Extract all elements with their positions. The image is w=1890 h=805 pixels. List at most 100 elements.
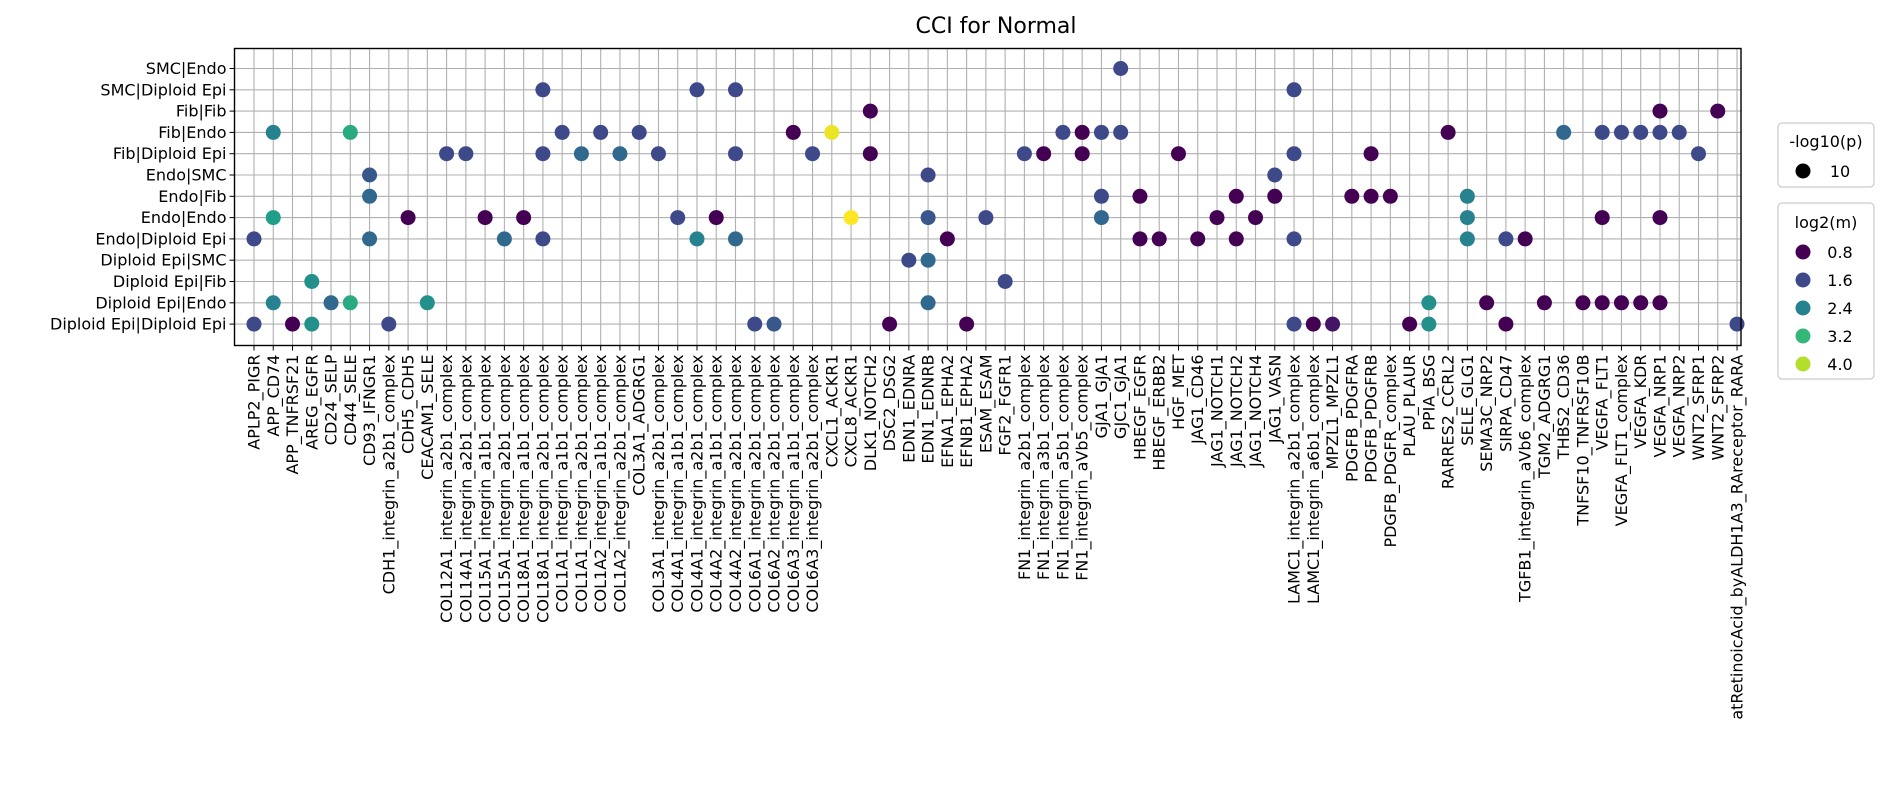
data-point [342, 124, 358, 140]
x-tick-label: FN1_integrin_aVb5_complex [1073, 355, 1093, 581]
x-tick-label: THBS2_CD36 [1554, 355, 1574, 461]
x-tick-label: TGM2_ADGRG1 [1535, 355, 1555, 480]
data-point [1286, 316, 1302, 332]
x-tick-label: CDH1_integrin_a2b1_complex [379, 355, 399, 595]
data-point [1228, 188, 1244, 204]
grid [234, 48, 1741, 346]
x-tick-label: PDGFB_PDGFRA [1342, 354, 1362, 482]
x-tick-label: PDGFB_PDGFR_complex [1381, 355, 1401, 548]
data-point [1691, 146, 1706, 162]
data-point [1575, 295, 1591, 311]
x-tick-label: EDN1_EDNRA [899, 354, 919, 462]
data-point [246, 231, 262, 247]
data-point [381, 316, 397, 332]
data-point [612, 146, 628, 162]
data-point [1209, 210, 1225, 226]
x-tick-label: COL18A1_integrin_a2b1_complex [533, 355, 553, 623]
color-legend-marker [1795, 328, 1811, 344]
data-point [342, 295, 358, 311]
x-tick-label: HGF_MET [1169, 354, 1189, 430]
data-point [1594, 124, 1610, 140]
x-tick-label: CXCL8_ACKR1 [842, 355, 862, 468]
color-legend: log2(m) 0.8 1.6 2.4 3.2 4.0 [1777, 202, 1875, 380]
x-tick-label: CXCL1_ACKR1 [822, 355, 842, 468]
data-point [1710, 103, 1726, 119]
y-tick-labels: SMC|Endo SMC|Diploid Epi Fib|Fib Fib|Endo Fi… [50, 59, 235, 334]
data-point [496, 231, 512, 247]
data-point [1671, 124, 1687, 140]
x-tick-label: COL6A2_integrin_a2b1_complex [765, 355, 785, 613]
data-point [901, 252, 917, 268]
data-point [535, 82, 551, 98]
x-tick-label: JAG1_NOTCH1 [1208, 355, 1228, 468]
data-point [939, 231, 955, 247]
data-point [805, 146, 821, 162]
x-tick-label: JAG1_NOTCH2 [1227, 355, 1247, 468]
data-point [689, 82, 705, 98]
data-point [1113, 124, 1129, 140]
x-tick-label: COL14A1_integrin_a2b1_complex [456, 355, 476, 623]
data-point [1633, 124, 1649, 140]
x-tick-label: TNFSF10_TNFRSF10B [1573, 355, 1593, 527]
y-tick-label: Diploid Epi|Endo [95, 293, 226, 312]
x-tick-label: FN1_integrin_a5b1_complex [1053, 355, 1073, 581]
x-tick-label: CEACAM1_SELE [418, 354, 438, 479]
x-tick-label: RARRES2_CCRL2 [1439, 355, 1459, 490]
data-point [1228, 231, 1244, 247]
data-point [265, 295, 281, 311]
data-point [1459, 231, 1475, 247]
data-point [1729, 316, 1745, 332]
data-point [477, 210, 493, 226]
y-tick-label: Endo|Fib [158, 187, 226, 206]
chart-title: CCI for Normal [915, 14, 1076, 39]
x-tick-label: CD24_SELP [322, 354, 342, 445]
data-point [1286, 146, 1302, 162]
x-tick-label: PLAU_PLAUR [1400, 355, 1420, 457]
data-point [728, 146, 743, 162]
color-legend-title: log2(m) [1795, 213, 1858, 232]
data-point [1325, 316, 1341, 332]
data-point [1055, 124, 1071, 140]
data-point [1613, 295, 1629, 311]
data-point [573, 146, 589, 162]
x-tick-label: FGF2_FGFR1 [996, 355, 1016, 456]
data-point [670, 210, 686, 226]
x-tick-label: WNT2_SFRP2 [1708, 355, 1728, 461]
data-point [1440, 124, 1456, 140]
color-legend-label: 0.8 [1827, 243, 1852, 262]
data-point [978, 210, 994, 226]
x-tick-label: ESAM_ESAM [976, 355, 996, 454]
size-legend-marker [1795, 163, 1811, 179]
x-tick-label: EFNB1_EPHA2 [957, 355, 977, 468]
data-point [1344, 188, 1360, 204]
data-point [1132, 231, 1148, 247]
data-point [1652, 124, 1668, 140]
data-point [1421, 316, 1437, 332]
data-point [920, 295, 936, 311]
data-point [362, 167, 378, 183]
data-point [1594, 210, 1610, 226]
x-tick-label: VEGFA_NRP2 [1670, 355, 1690, 458]
x-tick-label: AREG_EGFR [302, 355, 322, 450]
data-point [1036, 146, 1052, 162]
x-tick-label: FN1_integrin_a2b1_complex [1015, 355, 1035, 581]
data-point [1498, 231, 1514, 247]
x-tick-label: COL4A1_integrin_a2b1_complex [687, 355, 707, 613]
data-point [1074, 124, 1090, 140]
data-point [1421, 295, 1437, 311]
data-point [1382, 188, 1398, 204]
x-tick-label: DLK1_NOTCH2 [861, 355, 881, 472]
plot-frame [233, 47, 1742, 347]
data-point [265, 210, 281, 226]
data-point [246, 316, 262, 332]
data-point [785, 124, 801, 140]
data-point [362, 188, 378, 204]
x-tick-label: COL15A1_integrin_a2b1_complex [495, 355, 515, 623]
x-tick-label: SEMA3C_NRP2 [1477, 355, 1497, 472]
x-tick-label: GJA1_GJA1 [1092, 355, 1112, 439]
data-point [1459, 210, 1475, 226]
data-point [1248, 210, 1264, 226]
x-tick-label: COL6A3_integrin_a1b1_complex [784, 355, 804, 613]
data-point [728, 82, 743, 98]
